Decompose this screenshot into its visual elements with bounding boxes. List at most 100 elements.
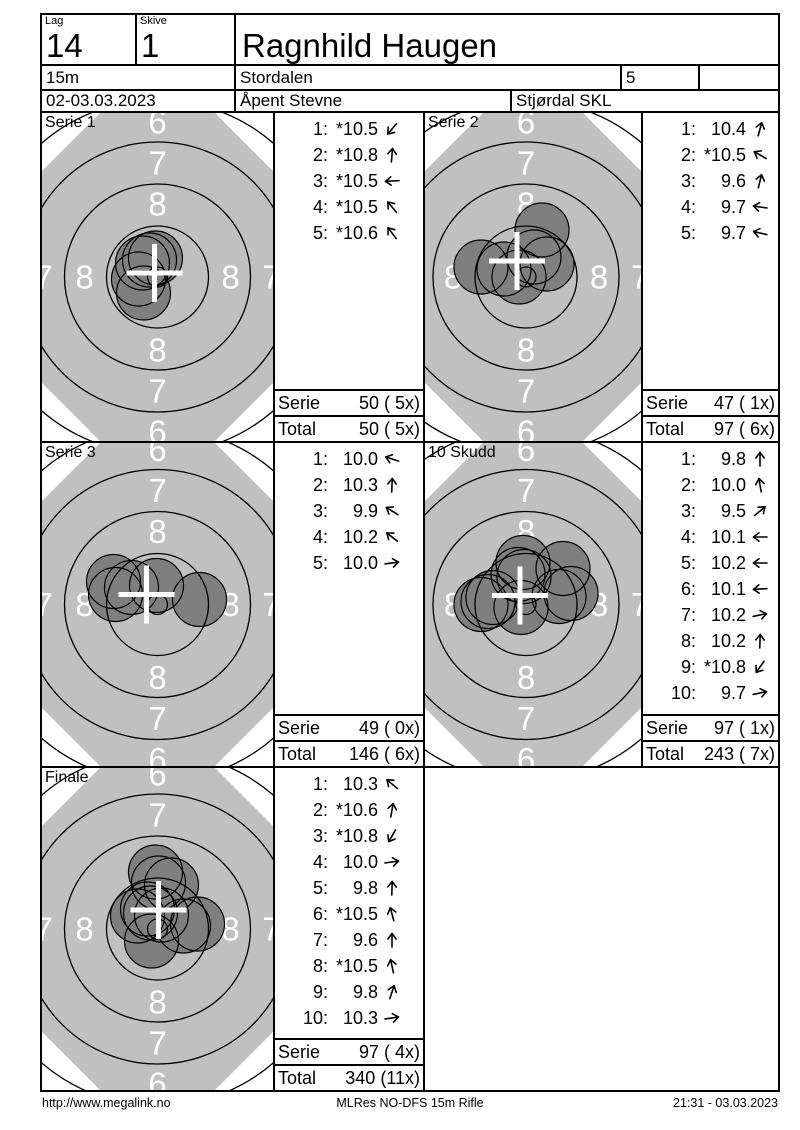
shot-row: 4: 10.0 — [275, 849, 423, 875]
total-sum-label: Total — [278, 418, 317, 439]
shot-list: 1: 9.8 2: 10.0 3: 9.5 4: 10.1 5: 10.2 6: 10.1 7: 10.2… — [643, 443, 778, 714]
ring-label: 8 — [148, 332, 166, 369]
target-title: Serie 3 — [45, 444, 96, 461]
shot-number: 5: — [680, 552, 696, 573]
target-cell-serie-3: 888877776666 Serie 3 — [42, 443, 275, 768]
ring-label: 8 — [148, 984, 166, 1021]
shot-list: 1: *10.5 2: *10.8 3: *10.5 4: *10.5 5: *10.6 — [275, 113, 423, 389]
shot-number: 2: — [680, 144, 696, 165]
shot-direction-arrow-icon — [754, 173, 765, 189]
shot-row: 3: 9.6 — [643, 168, 778, 194]
shot-number: 5: — [312, 222, 328, 243]
shot-row: 3: 9.5 — [643, 498, 778, 524]
shot-value: 10.2 — [710, 630, 746, 651]
ring-circle — [474, 552, 578, 657]
ring-circle — [42, 468, 273, 741]
shot-value: 10.3 — [342, 474, 378, 495]
shot-value: 9.7 — [720, 682, 746, 703]
shot-row: 9: *10.8 — [643, 654, 778, 680]
ring-label: 6 — [148, 414, 166, 442]
number-cell: 5 — [622, 66, 700, 91]
shot-number: 2: — [680, 474, 696, 495]
shot-direction-arrow-icon — [386, 880, 397, 896]
target-svg-serie-3: 888877776666 — [42, 443, 273, 766]
shot-number: 3: — [312, 825, 328, 846]
shot-number: 4: — [312, 526, 328, 547]
lag-cell: Lag 14 — [42, 15, 137, 66]
ring-label: 7 — [148, 700, 166, 737]
empty-area-cell — [425, 768, 778, 1090]
ring-label: 6 — [517, 113, 535, 141]
shot-row: 6: *10.5 — [275, 901, 423, 927]
mpi-cross-icon — [130, 881, 187, 939]
skive-label: Skive — [140, 15, 167, 27]
shot-row: 2: 10.3 — [275, 472, 423, 498]
shot-row: 7: 10.2 — [643, 602, 778, 628]
shot-row: 8: 10.2 — [643, 628, 778, 654]
shot-hole-outline — [453, 239, 509, 295]
serie-sum-row: Serie 47 ( 1x) — [643, 389, 778, 415]
shot-direction-arrow-icon — [386, 802, 397, 818]
target-cell-finale: 888877776666 Finale — [42, 768, 275, 1090]
ring-label: 8 — [75, 911, 93, 948]
serie-sum-value: 50 ( 5x) — [358, 392, 420, 413]
distance-cell: 15m — [42, 66, 236, 91]
shot-direction-arrow-icon — [384, 176, 400, 187]
shot-direction-arrow-icon — [386, 477, 397, 493]
lag-value: 14 — [46, 27, 83, 64]
distance-value: 15m — [46, 67, 80, 87]
ring-label: 7 — [148, 373, 166, 410]
shot-list: 1: 10.0 2: 10.3 3: 9.9 4: 10.2 5: 10.0 — [275, 443, 423, 714]
shot-value: 10.0 — [710, 474, 746, 495]
shot-row: 4: 9.7 — [643, 194, 778, 220]
shot-hole — [454, 577, 508, 632]
shot-hole-outline — [122, 885, 179, 941]
footer-product: MLRes NO-DFS 15m Rifle — [336, 1096, 484, 1110]
shot-value: 10.4 — [710, 118, 746, 139]
ring-circle — [432, 183, 620, 371]
mpi-cross-icon — [492, 566, 548, 625]
total-sum-value: 243 ( 7x) — [703, 743, 775, 764]
shot-value: 9.8 — [352, 981, 378, 1002]
shot-row: 2: *10.6 — [275, 797, 423, 823]
shot-number: 6: — [680, 578, 696, 599]
shot-direction-arrow-icon — [385, 532, 398, 543]
number-value: 5 — [626, 67, 636, 87]
ring-circle — [432, 510, 620, 699]
shot-row: 2: *10.5 — [643, 142, 778, 168]
shot-row: 9: 9.8 — [275, 979, 423, 1005]
header-empty-cell — [700, 66, 778, 91]
shot-direction-arrow-icon — [752, 558, 768, 568]
shot-row: 3: 9.9 — [275, 498, 423, 524]
ring-label: 8 — [75, 259, 93, 296]
shot-direction-arrow-icon — [386, 201, 397, 214]
shot-value: 9.7 — [720, 222, 746, 243]
shot-number: 1: — [312, 118, 328, 139]
shot-hole-outline — [110, 251, 167, 307]
shot-hole-outline — [121, 232, 178, 288]
serie-sum-row: Serie 49 ( 0x) — [275, 714, 423, 740]
ring-label: 7 — [517, 472, 535, 509]
ring-label: 6 — [148, 741, 166, 766]
shot-number: 4: — [312, 196, 328, 217]
shot-number: 10: — [670, 682, 696, 703]
shot-number: 6: — [312, 903, 328, 924]
shot-value: 10.3 — [342, 773, 378, 794]
shot-value: 10.2 — [710, 552, 746, 573]
shot-direction-arrow-icon — [753, 506, 766, 517]
target-svg-serie-2: 888877776666 — [425, 113, 641, 441]
total-sum-label: Total — [278, 1067, 317, 1088]
shot-row: 5: 10.0 — [275, 550, 423, 576]
ring-label: 6 — [148, 768, 166, 793]
shot-value: *10.5 — [335, 903, 378, 924]
total-sum-value: 97 ( 6x) — [713, 418, 775, 439]
shot-value: 10.0 — [342, 552, 378, 573]
shot-direction-arrow-icon — [387, 985, 397, 1000]
shot-number: 10: — [302, 1007, 328, 1028]
ring-label: 6 — [517, 741, 535, 766]
shot-row: 1: 10.3 — [275, 771, 423, 797]
total-sum-label: Total — [278, 743, 317, 764]
venue-cell: Stordalen — [236, 66, 622, 91]
shot-hole-outline — [114, 235, 171, 291]
shot-row: 5: *10.6 — [275, 220, 423, 246]
